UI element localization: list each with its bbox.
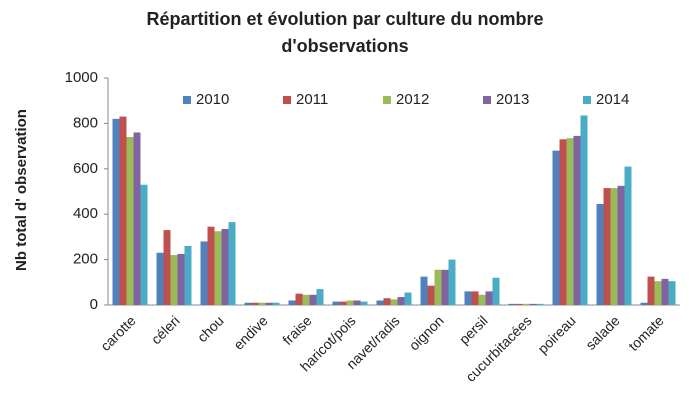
x-tick-label: persil [456,312,491,347]
bar [448,259,456,305]
y-tick-label: 400 [73,205,98,222]
bar [228,222,236,305]
bar [390,299,398,305]
bar [397,297,405,305]
bar [485,291,493,305]
bar [265,302,273,305]
bar [552,150,560,305]
legend-label: 2014 [596,91,629,108]
bar [522,303,530,305]
x-tick-label: carotte [97,312,139,354]
bar [617,185,625,305]
bar [624,166,632,305]
bar [420,276,428,305]
bar [170,255,178,305]
bar [610,188,618,305]
bar [376,300,384,305]
chart-title: Répartition et évolution par culture du … [146,9,544,56]
bar [573,135,581,305]
y-tick-label: 0 [90,296,98,313]
x-tick-label: poireau [534,312,578,356]
bar [288,300,296,305]
bar [119,116,127,305]
x-tick-label: fraise [279,312,315,348]
bar [346,300,354,305]
bar [140,184,148,305]
legend-swatch [283,96,291,104]
bar [441,269,449,305]
bar [603,188,611,305]
x-tick-label: endive [230,312,271,353]
legend-swatch [383,96,391,104]
bar [492,277,500,305]
x-tick-label: salade [582,312,623,353]
bar [295,293,303,305]
x-tick-label: chou [194,312,227,345]
legend-label: 2012 [396,91,429,108]
bar [353,300,361,305]
bar [566,138,574,305]
bar [661,278,669,305]
bar [515,303,523,305]
bar [184,245,192,305]
bar [596,203,604,305]
bar [529,303,537,305]
bar [332,301,340,305]
bar [302,294,310,305]
bar [404,292,412,305]
legend-label: 2013 [496,91,529,108]
bar [272,302,280,305]
bar [434,269,442,305]
bar [427,285,435,305]
bar [214,231,222,305]
bar [112,118,120,305]
x-tick-label: tomate [625,312,667,354]
x-tick-label: céleri [148,312,183,347]
bar [508,303,516,305]
bar [316,289,324,305]
bar [244,302,252,305]
bar [251,302,259,305]
bar [360,301,368,305]
bar [668,281,676,305]
y-tick-label: 200 [73,251,98,268]
bar [133,132,141,305]
legend-label: 2010 [196,91,229,108]
bar [200,241,208,305]
bar [471,291,479,305]
bar [309,294,317,305]
y-tick-label: 600 [73,160,98,177]
bar [580,115,588,305]
legend-swatch [483,96,491,104]
bar [221,228,229,305]
bar [464,291,472,305]
bar [163,230,171,305]
bar [258,302,266,305]
bar [383,298,391,305]
bar [536,303,544,305]
y-tick-label: 800 [73,114,98,131]
bar [654,281,662,305]
y-axis-label: Nb total d' observation [13,109,30,271]
bar [647,276,655,305]
bar [640,302,648,305]
x-tick-label: oignon [406,312,447,353]
y-tick-label: 1000 [65,69,98,86]
bar [339,301,347,305]
bar [156,252,164,305]
bar [207,226,215,305]
bar [177,253,185,305]
legend-swatch [183,96,191,104]
bar [478,294,486,305]
bar [126,137,134,305]
legend-label: 2011 [296,91,328,108]
legend-swatch [583,96,591,104]
bar [559,139,567,305]
